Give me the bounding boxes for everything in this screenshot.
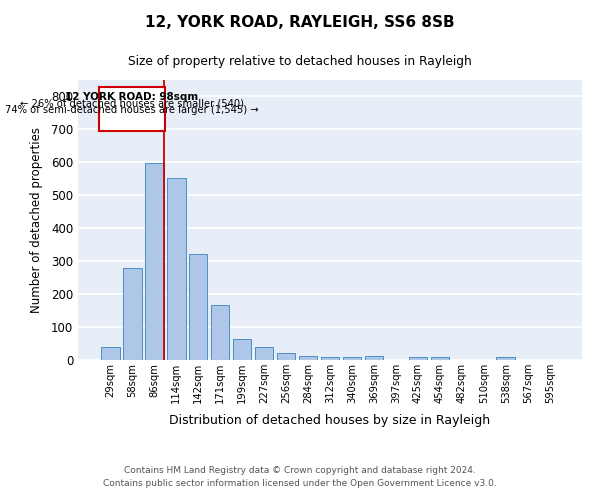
Bar xyxy=(101,348,119,360)
Text: 74% of semi-detached houses are larger (1,545) →: 74% of semi-detached houses are larger (… xyxy=(5,104,259,115)
FancyBboxPatch shape xyxy=(99,86,165,131)
Bar xyxy=(189,254,208,360)
Bar xyxy=(211,304,229,360)
Bar xyxy=(255,348,274,360)
X-axis label: Distribution of detached houses by size in Rayleigh: Distribution of detached houses by size … xyxy=(169,414,491,428)
Bar xyxy=(299,356,317,360)
Bar xyxy=(365,356,383,360)
Bar xyxy=(277,354,295,360)
Bar xyxy=(145,164,164,360)
Bar xyxy=(167,178,185,360)
Text: 12 YORK ROAD: 98sqm: 12 YORK ROAD: 98sqm xyxy=(65,92,199,102)
Text: Size of property relative to detached houses in Rayleigh: Size of property relative to detached ho… xyxy=(128,55,472,68)
Text: Contains HM Land Registry data © Crown copyright and database right 2024.
Contai: Contains HM Land Registry data © Crown c… xyxy=(103,466,497,487)
Bar xyxy=(343,357,361,360)
Text: 12, YORK ROAD, RAYLEIGH, SS6 8SB: 12, YORK ROAD, RAYLEIGH, SS6 8SB xyxy=(145,15,455,30)
Bar xyxy=(233,338,251,360)
Bar xyxy=(409,357,427,360)
Bar xyxy=(320,357,340,360)
Bar xyxy=(431,357,449,360)
Bar xyxy=(123,268,142,360)
Text: ← 26% of detached houses are smaller (540): ← 26% of detached houses are smaller (54… xyxy=(20,98,244,108)
Y-axis label: Number of detached properties: Number of detached properties xyxy=(29,127,43,313)
Bar xyxy=(496,357,515,360)
